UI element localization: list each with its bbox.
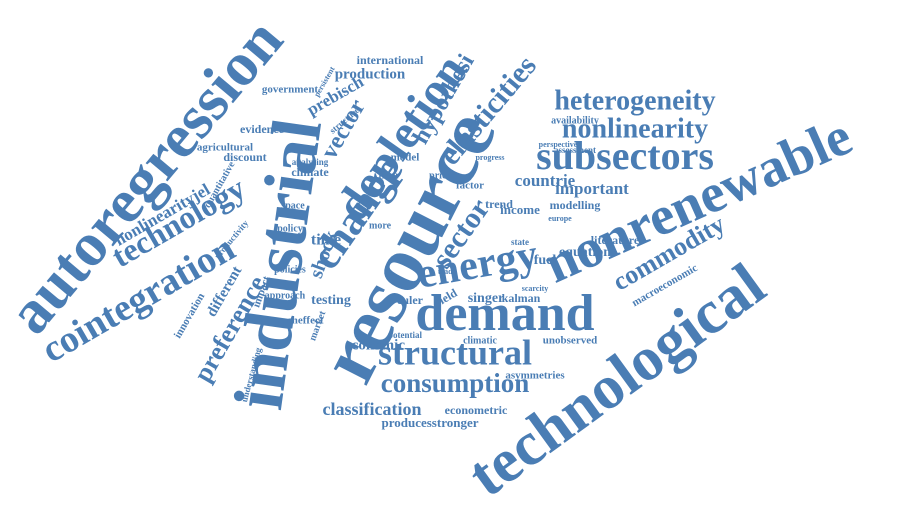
word: nonlinearity	[562, 113, 708, 144]
word: progress	[475, 153, 504, 162]
word: international	[357, 53, 424, 67]
word: equation	[559, 245, 611, 260]
word: euler	[397, 293, 424, 307]
word: production	[335, 66, 406, 82]
word: policy	[277, 223, 303, 234]
word: scarcity	[522, 284, 549, 293]
word: filter	[378, 170, 400, 181]
word: europe	[548, 214, 572, 223]
word: price	[429, 170, 451, 181]
word: trend	[485, 197, 513, 211]
word: analysing	[292, 157, 329, 167]
word: sucheffect	[276, 315, 323, 327]
word: countrie	[515, 171, 576, 190]
word: income	[500, 202, 540, 217]
word: trade	[438, 267, 457, 276]
word: kalman	[502, 291, 541, 305]
word: government	[262, 84, 319, 96]
word: modelling	[550, 198, 601, 212]
word: asymmetries	[505, 370, 565, 382]
word: state	[511, 237, 529, 247]
word: subsectors	[536, 133, 714, 178]
word: structural	[378, 332, 532, 372]
word: unobserved	[543, 335, 597, 347]
word: policies	[274, 264, 306, 275]
word: singer	[468, 291, 505, 306]
word: perspective	[539, 140, 578, 149]
word: model	[391, 152, 420, 164]
word: more	[369, 220, 392, 231]
word: econometric	[445, 403, 508, 417]
word: heterogeneity	[554, 85, 715, 116]
word: time	[311, 232, 341, 249]
word: fuel	[534, 253, 557, 268]
word: assessment	[554, 145, 596, 155]
word: evidence	[240, 122, 285, 136]
word: approach	[265, 290, 306, 301]
word: economic	[345, 337, 405, 353]
word: testing	[311, 293, 351, 308]
word: availability	[551, 115, 599, 126]
word: space	[281, 200, 305, 211]
word: climate	[291, 165, 329, 179]
word: agricultural	[197, 142, 253, 154]
word: producesstronger	[381, 415, 478, 430]
word: demand	[415, 285, 594, 342]
word: factor	[456, 180, 484, 192]
word: potential	[388, 330, 423, 340]
word: classification	[323, 399, 422, 419]
word: important	[555, 179, 629, 198]
word: discount	[223, 150, 266, 164]
word: climatic	[463, 335, 497, 346]
word: literature	[591, 233, 640, 247]
word: consumption	[381, 368, 530, 398]
